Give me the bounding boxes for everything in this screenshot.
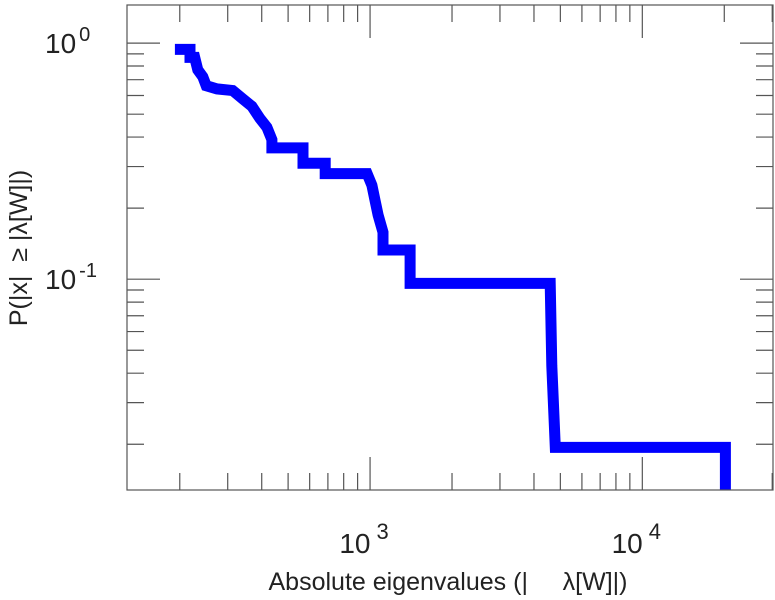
axis-ticks <box>127 5 773 490</box>
tick-labels: 10 3 10 4 10 0 10 -1 <box>45 24 661 559</box>
series-line <box>174 43 731 490</box>
y-tick-label: 10 0 <box>45 24 90 59</box>
x-tick-exponent: 4 <box>649 519 661 544</box>
x-axis-label: Absolute eigenvalues (| λ[W]|) <box>269 568 628 596</box>
y-tick-label: 10 -1 <box>45 260 97 295</box>
x-tick-label: 10 4 <box>612 519 661 559</box>
y-axis-label: P(|x| ≥ |λ[W]|) <box>5 170 33 326</box>
x-tick-label: 10 3 <box>339 519 388 559</box>
x-tick-exponent: 3 <box>377 519 389 544</box>
y-tick-exponent: -1 <box>79 260 97 282</box>
y-tick-exponent: 0 <box>79 24 90 46</box>
plot-frame <box>126 4 774 491</box>
